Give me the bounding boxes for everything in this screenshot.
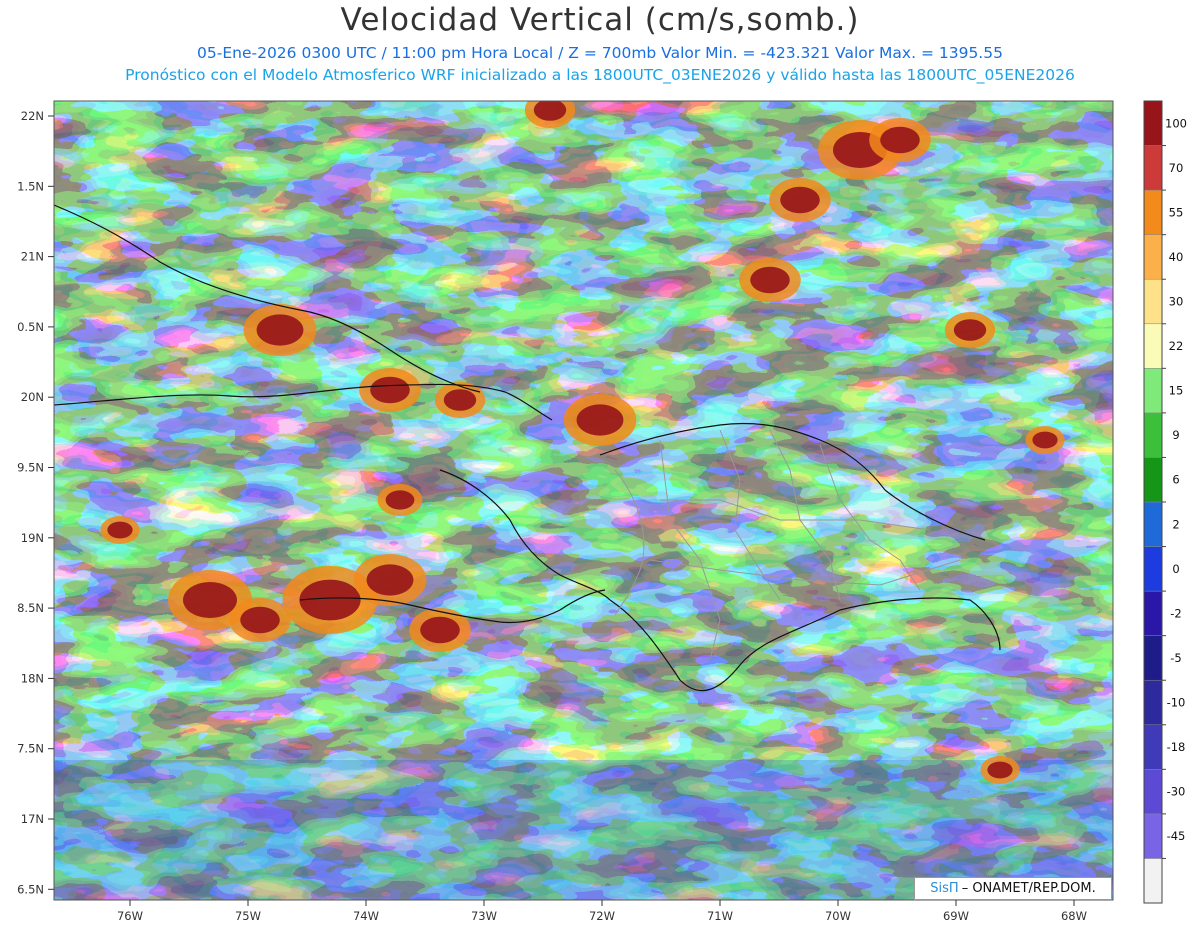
storm-core [366, 564, 414, 596]
lat-label: 18N [21, 671, 44, 685]
colorbar-label: 100 [1165, 116, 1187, 130]
colorbar-swatch [1143, 234, 1163, 280]
colorbar-swatch [1143, 769, 1163, 815]
lat-label: 19N [21, 531, 44, 545]
storm-core [299, 579, 361, 621]
colorbar-label: -45 [1167, 829, 1186, 843]
colorbar-swatch [1143, 590, 1163, 636]
colorbar-swatch [1143, 858, 1163, 904]
colorbar-swatch [1143, 100, 1163, 146]
lon-label: 76W [117, 909, 143, 923]
colorbar-label: 0 [1172, 562, 1179, 576]
longitude-axis: 76W 75W 74W 73W 72W 71W 70W 69W 68W [117, 900, 1087, 923]
map-frame [53, 100, 1114, 901]
colorbar-swatch [1143, 724, 1163, 770]
colorbar-label: 55 [1169, 205, 1184, 219]
colorbar-label: 6 [1172, 473, 1179, 487]
sispi-logo: SisΠ [930, 881, 959, 896]
storm-core [385, 490, 415, 510]
colorbar-swatch [1143, 412, 1163, 458]
colorbar-swatch [1143, 635, 1163, 681]
storm-core [533, 101, 567, 121]
colorbar-swatch [1143, 278, 1163, 325]
credit-box: SisΠ – ONAMET/REP.DOM. [914, 877, 1112, 900]
colorbar: 100 70 55 40 30 22 15 9 6 2 0 -2 -5 -10 -18 -30 -45 [1143, 100, 1187, 904]
storm-core [880, 126, 920, 154]
storm-core [256, 314, 304, 346]
lon-label: 69W [943, 909, 969, 923]
colorbar-swatch [1143, 679, 1163, 726]
colorbar-swatch [1143, 189, 1163, 235]
storm-core [987, 761, 1013, 779]
colorbar-swatch [1143, 368, 1163, 414]
subtitle-line-1: 05-Ene-2026 0300 UTC / 11:00 pm Hora Loc… [197, 44, 1003, 62]
lon-label: 68W [1061, 909, 1087, 923]
storm-core [576, 404, 624, 436]
lat-label: 22N [21, 109, 44, 123]
colorbar-swatch [1143, 145, 1163, 191]
colorbar-label: -5 [1170, 651, 1181, 665]
colorbar-swatch [1143, 501, 1163, 547]
lon-label: 72W [589, 909, 615, 923]
colorbar-label: -30 [1167, 785, 1186, 799]
chart-title: Velocidad Vertical (cm/s,somb.) [340, 2, 860, 38]
colorbar-swatch [1143, 546, 1163, 592]
storm-core [780, 186, 820, 214]
storm-core [1032, 431, 1058, 449]
latitude-axis: 22N 1.5N 21N 0.5N 20N 9.5N 19N 8.5N 18N 7.5N 17N 6.… [17, 109, 54, 896]
storm-core [443, 389, 477, 411]
colorbar-label: 70 [1169, 161, 1184, 175]
colorbar-label: 40 [1169, 250, 1184, 264]
storm-core [183, 582, 237, 618]
storm-core [240, 606, 280, 634]
credit-text: – ONAMET/REP.DOM. [961, 881, 1096, 896]
lat-label: 7.5N [17, 742, 44, 756]
storm-core [370, 376, 410, 404]
colorbar-label: -10 [1167, 696, 1186, 710]
colorbar-swatch [1143, 813, 1163, 859]
lat-label: 6.5N [17, 882, 44, 896]
colorbar-label: 30 [1169, 295, 1184, 309]
subtitle-line-2: Pronóstico con el Modelo Atmosferico WRF… [125, 66, 1075, 84]
storm-core [750, 266, 790, 294]
lat-label: 9.5N [17, 461, 44, 475]
lat-label: 8.5N [17, 601, 44, 615]
province-borders [614, 429, 961, 661]
lon-label: 70W [825, 909, 851, 923]
lon-label: 73W [471, 909, 497, 923]
colorbar-label: -18 [1167, 740, 1186, 754]
colorbar-label: 9 [1172, 428, 1179, 442]
lat-label: 1.5N [17, 179, 44, 193]
storm-core [107, 521, 133, 539]
colorbar-label: 15 [1169, 384, 1184, 398]
colorbar-swatch [1143, 323, 1163, 369]
colorbar-label: -2 [1170, 606, 1181, 620]
storm-core [953, 319, 987, 341]
lon-label: 71W [707, 909, 733, 923]
colorbar-label: 22 [1169, 339, 1184, 353]
lon-label: 75W [235, 909, 261, 923]
lat-label: 17N [21, 812, 44, 826]
lat-label: 21N [21, 250, 44, 264]
coastlines [54, 204, 1001, 692]
colorbar-label: 2 [1172, 517, 1179, 531]
lon-label: 74W [353, 909, 379, 923]
lat-label: 20N [21, 390, 44, 404]
colorbar-swatch [1143, 457, 1163, 503]
lat-label: 0.5N [17, 320, 44, 334]
shaded-field [54, 101, 1113, 900]
storm-core [420, 616, 460, 644]
